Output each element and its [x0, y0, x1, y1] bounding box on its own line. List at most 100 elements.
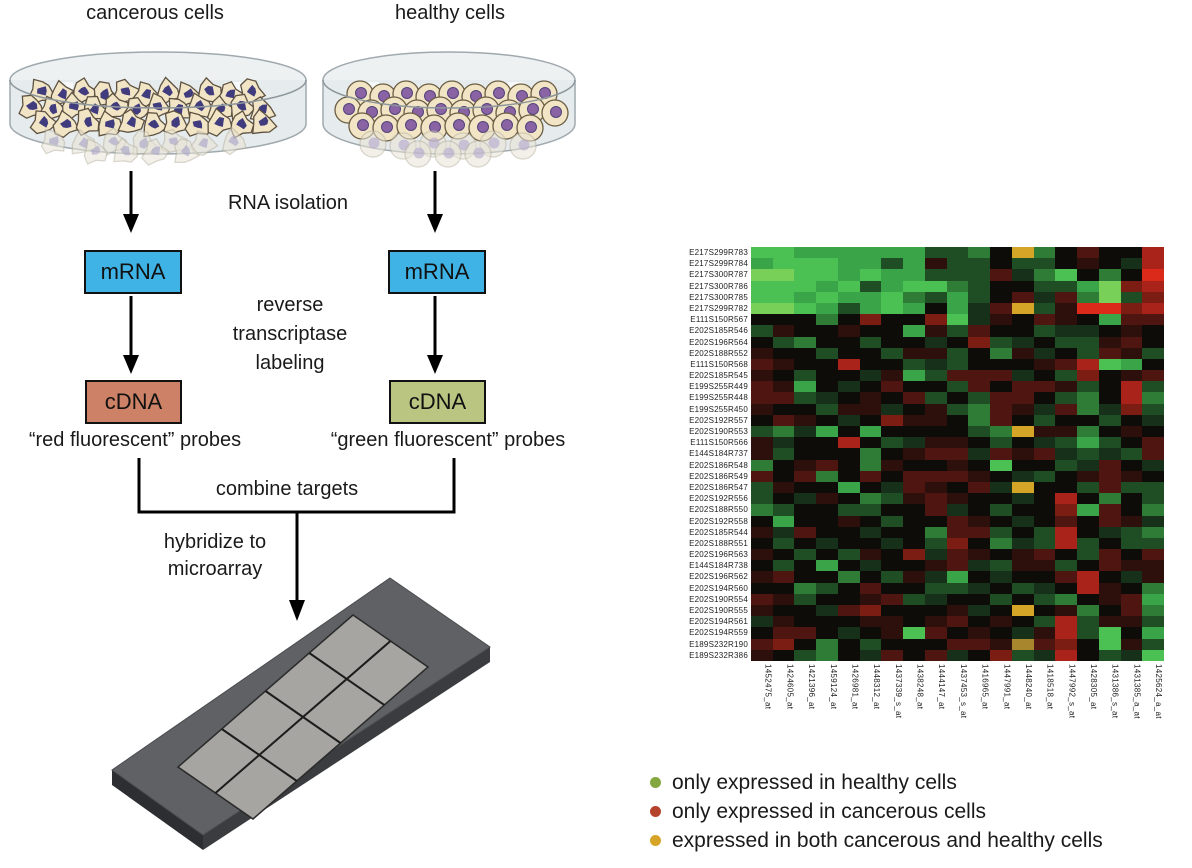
heatmap-cell: [751, 593, 773, 606]
heatmap-row-label: E217S299R784: [689, 259, 748, 269]
heatmap-cell: [1033, 582, 1056, 594]
heatmap-cell: [990, 314, 1012, 326]
heatmap-cell: [924, 605, 947, 617]
heatmap-cell: [837, 605, 860, 617]
heatmap-cell: [1120, 291, 1143, 303]
heatmap-cell: [751, 470, 773, 482]
heatmap-cell: [1033, 593, 1056, 606]
heatmap-cell: [837, 437, 860, 449]
heatmap-cell: [903, 325, 925, 337]
heatmap-cell: [816, 247, 838, 259]
heatmap-cell: [859, 358, 882, 371]
heatmap-cell: [924, 571, 947, 583]
heatmap-cell: [837, 616, 860, 628]
heatmap-cell: [1055, 616, 1078, 628]
heatmap-cell: [1098, 426, 1121, 438]
heatmap-cell: [794, 291, 817, 303]
heatmap-cell: [946, 470, 969, 482]
heatmap-cell: [924, 291, 947, 303]
heatmap-cell: [1098, 549, 1121, 561]
heatmap-cell: [924, 582, 947, 594]
heatmap-cell: [1120, 269, 1143, 281]
heatmap-cell: [751, 582, 773, 594]
heatmap-cell: [1077, 370, 1099, 382]
heatmap-cell: [1077, 247, 1099, 259]
heatmap-cell: [794, 549, 817, 561]
heatmap-cell: [816, 638, 838, 650]
heatmap-cell: [1011, 336, 1034, 348]
heatmap-cell: [946, 459, 969, 471]
heatmap-cell: [1120, 325, 1143, 337]
heatmap-cell: [1077, 526, 1099, 538]
heatmap-cell: [990, 437, 1012, 449]
heatmap-cell: [946, 571, 969, 583]
heatmap-cell: [1011, 493, 1034, 505]
heatmap-cell: [1055, 493, 1078, 505]
heatmap-cell: [1055, 280, 1078, 292]
heatmap-cell: [751, 392, 773, 404]
heatmap-row-label: E217S300R786: [689, 281, 748, 291]
heatmap-cell: [1011, 627, 1034, 639]
heatmap-cell: [859, 392, 882, 404]
heatmap-row-label: E202S192R558: [689, 516, 748, 526]
heatmap-cell: [924, 537, 947, 550]
heatmap-cell: [1098, 403, 1121, 415]
heatmap-cell: [903, 649, 925, 661]
heatmap-cell: [1120, 258, 1143, 270]
heatmap-cell: [859, 459, 882, 471]
heatmap-cell: [859, 302, 882, 315]
heatmap-cell: [772, 403, 795, 415]
heatmap-column-label: 1452475_at: [763, 664, 773, 710]
heatmap-cell: [1098, 358, 1121, 371]
legend-item-label: expressed in both cancerous and healthy …: [672, 828, 1103, 852]
heatmap-cell: [794, 593, 817, 606]
heatmap-cell: [1098, 605, 1121, 617]
heatmap-cell: [903, 358, 925, 371]
heatmap-cell: [1033, 605, 1056, 617]
heatmap-legend: only expressed in healthy cells only expr…: [650, 768, 1192, 855]
heatmap-cell: [1077, 347, 1099, 359]
heatmap-cell: [772, 526, 795, 538]
heatmap-cell: [903, 437, 925, 449]
heatmap-cell: [1033, 560, 1056, 572]
heatmap-cell: [794, 582, 817, 594]
heatmap-cell: [1142, 582, 1164, 594]
heatmap-cell: [946, 616, 969, 628]
heatmap-cell: [837, 426, 860, 438]
heatmap-cell: [1142, 470, 1164, 482]
heatmap-cell: [990, 358, 1012, 371]
heatmap-cell: [968, 448, 991, 460]
heatmap-cell: [903, 392, 925, 404]
heatmap-cell: [1033, 291, 1056, 303]
heatmap-cell: [859, 403, 882, 415]
heatmap-column-label: 1421396_at: [807, 664, 817, 710]
heatmap-cell: [1033, 515, 1056, 527]
heatmap-cell: [968, 414, 991, 427]
heatmap-cell: [990, 537, 1012, 550]
heatmap-cell: [859, 526, 882, 538]
heatmap-cell: [924, 325, 947, 337]
heatmap-cell: [772, 302, 795, 315]
heatmap-cell: [1142, 247, 1164, 259]
heatmap-cell: [903, 560, 925, 572]
heatmap-row-label: E199S255R449: [689, 382, 748, 392]
heatmap-cell: [751, 616, 773, 628]
heatmap-cell: [1011, 616, 1034, 628]
heatmap-cell: [859, 336, 882, 348]
heatmap-cell: [859, 381, 882, 393]
heatmap-cell: [751, 459, 773, 471]
heatmap-cell: [1098, 247, 1121, 259]
heatmap-column-label: 1448240_at: [1023, 664, 1033, 710]
heatmap-cell: [859, 649, 882, 661]
heatmap-cell: [837, 403, 860, 415]
heatmap-cell: [1120, 627, 1143, 639]
heatmap-cell: [1055, 414, 1078, 427]
heatmap-cell: [751, 291, 773, 303]
heatmap-cell: [772, 392, 795, 404]
heatmap-cell: [1077, 291, 1099, 303]
heatmap-cell: [772, 280, 795, 292]
heatmap-cell: [1098, 448, 1121, 460]
heatmap-cell: [837, 649, 860, 661]
heatmap-cell: [903, 593, 925, 606]
